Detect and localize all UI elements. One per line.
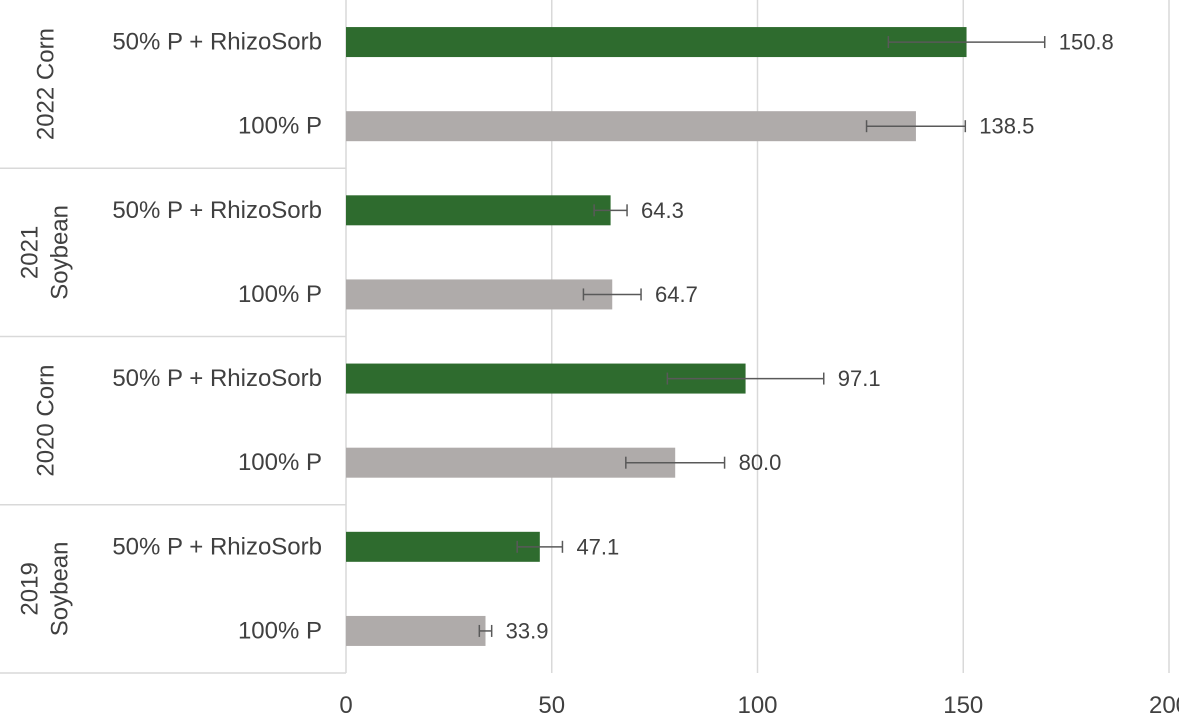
data-labels: 150.8 138.5 64.3 64.7 97.1 80.0 47.1 33.9 — [506, 30, 1114, 644]
group-label: Soybean — [47, 205, 74, 300]
bar — [346, 111, 916, 142]
category-label: 100% P — [238, 449, 322, 476]
data-label: 33.9 — [506, 618, 549, 643]
bar — [346, 447, 676, 478]
group-label: 2019 — [17, 562, 44, 615]
bar — [346, 27, 967, 58]
data-label: 47.1 — [576, 534, 619, 559]
group-label: Soybean — [47, 542, 74, 637]
x-tick-label: 150 — [943, 692, 983, 719]
data-label: 80.0 — [739, 450, 782, 475]
data-label: 64.7 — [655, 282, 698, 307]
x-tick-labels: 0 50 100 150 200 — [339, 692, 1179, 719]
data-label: 138.5 — [979, 114, 1034, 139]
x-tick-label: 200 — [1149, 692, 1179, 719]
group-label: 2022 Corn — [33, 28, 60, 140]
category-label: 50% P + RhizoSorb — [112, 533, 322, 560]
category-labels: 50% P + RhizoSorb 100% P 50% P + RhizoSorb… — [112, 29, 322, 645]
x-tick-label: 100 — [737, 692, 777, 719]
x-tick-label: 50 — [538, 692, 565, 719]
category-label: 50% P + RhizoSorb — [112, 365, 322, 392]
group-label: 2020 Corn — [33, 365, 60, 477]
error-bars — [478, 36, 1046, 637]
bar — [346, 615, 486, 646]
data-label: 97.1 — [838, 366, 881, 391]
gridlines — [551, 0, 1170, 673]
x-tick-label: 0 — [339, 692, 352, 719]
group-label: 2021 — [17, 226, 44, 279]
category-label: 100% P — [238, 113, 322, 140]
category-label: 100% P — [238, 617, 322, 644]
data-label: 64.3 — [641, 198, 684, 223]
category-label: 100% P — [238, 281, 322, 308]
bar — [346, 195, 611, 226]
bar — [346, 279, 613, 310]
category-label: 50% P + RhizoSorb — [112, 29, 322, 56]
bars — [346, 27, 967, 646]
bar — [346, 531, 540, 562]
data-label: 150.8 — [1059, 30, 1114, 55]
category-label: 50% P + RhizoSorb — [112, 197, 322, 224]
